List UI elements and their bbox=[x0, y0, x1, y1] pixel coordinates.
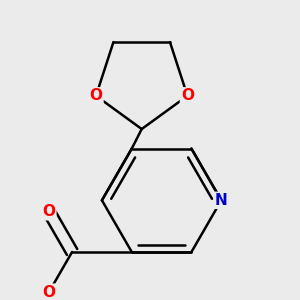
Text: O: O bbox=[89, 88, 103, 103]
Text: O: O bbox=[42, 204, 56, 219]
Text: N: N bbox=[215, 193, 228, 208]
Text: O: O bbox=[42, 285, 56, 300]
Text: O: O bbox=[181, 88, 194, 103]
